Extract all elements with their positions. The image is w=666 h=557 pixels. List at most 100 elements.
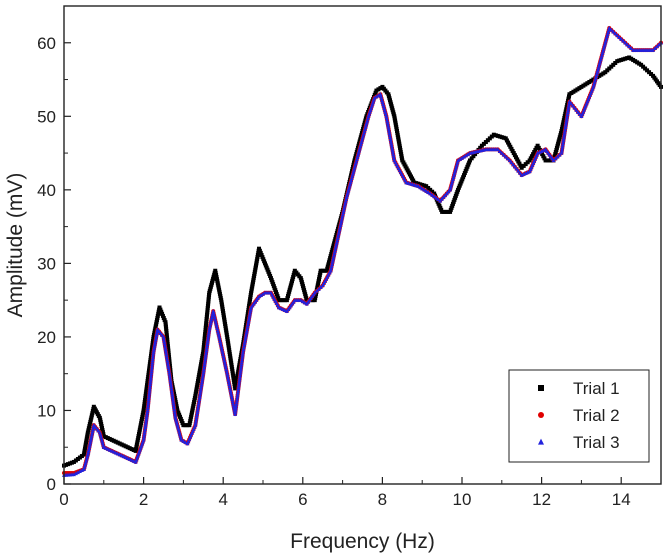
data-point xyxy=(179,437,184,442)
data-point xyxy=(245,324,250,329)
data-point xyxy=(192,397,197,402)
data-point xyxy=(230,367,235,372)
data-point xyxy=(172,395,177,400)
data-point xyxy=(172,411,177,416)
data-point xyxy=(605,32,610,37)
data-point xyxy=(167,361,172,366)
data-point xyxy=(450,179,455,184)
data-point xyxy=(611,29,616,34)
data-point xyxy=(82,450,87,455)
data-point xyxy=(218,296,223,301)
data-point xyxy=(188,416,193,421)
data-point xyxy=(222,358,227,363)
data-point xyxy=(235,375,240,380)
data-point xyxy=(358,142,363,147)
data-point xyxy=(251,276,256,281)
data-point xyxy=(134,457,139,462)
data-point xyxy=(143,391,148,396)
data-point xyxy=(301,286,306,291)
data-point xyxy=(367,111,372,116)
data-point xyxy=(205,306,210,311)
data-point xyxy=(449,205,454,210)
data-point xyxy=(205,312,210,317)
data-point xyxy=(166,362,171,367)
data-point xyxy=(191,402,196,407)
data-point xyxy=(253,267,258,272)
data-point xyxy=(195,381,200,386)
data-point xyxy=(154,320,159,325)
data-point xyxy=(207,292,212,297)
data-point xyxy=(149,373,154,378)
data-point xyxy=(370,101,375,106)
data-point xyxy=(235,392,240,397)
data-point xyxy=(177,412,182,417)
y-tick-label: 40 xyxy=(37,181,56,200)
data-point xyxy=(200,377,205,382)
data-point xyxy=(98,419,103,424)
data-point xyxy=(195,379,200,384)
data-point xyxy=(84,458,89,463)
data-point xyxy=(609,27,614,32)
data-point xyxy=(453,168,458,173)
data-point xyxy=(315,283,320,288)
data-point xyxy=(134,442,139,447)
data-point xyxy=(471,154,476,159)
data-point xyxy=(516,168,521,173)
data-point xyxy=(209,280,214,285)
data-point xyxy=(501,152,506,157)
data-point xyxy=(303,294,308,299)
data-point xyxy=(196,401,201,406)
data-point xyxy=(202,334,207,339)
data-point xyxy=(188,433,193,438)
data-point xyxy=(205,337,210,342)
data-point xyxy=(85,454,90,459)
data-point xyxy=(150,343,155,348)
data-point xyxy=(407,172,412,177)
data-point xyxy=(376,93,381,98)
data-point xyxy=(268,276,273,281)
data-point xyxy=(529,154,534,159)
data-point xyxy=(410,176,415,181)
data-point xyxy=(178,416,183,421)
data-point xyxy=(147,392,152,397)
data-point xyxy=(90,431,95,436)
data-point xyxy=(347,184,352,189)
data-point xyxy=(239,360,244,365)
data-point xyxy=(243,336,248,341)
data-point xyxy=(84,438,89,443)
data-point xyxy=(357,146,362,151)
data-point xyxy=(228,388,233,393)
data-point xyxy=(466,162,471,167)
data-point xyxy=(192,400,197,405)
data-point xyxy=(238,370,243,375)
data-point xyxy=(216,330,221,335)
data-point xyxy=(205,303,210,308)
data-point xyxy=(87,446,92,450)
data-point xyxy=(597,61,602,66)
data-point xyxy=(595,69,600,74)
data-point xyxy=(288,285,293,290)
data-point xyxy=(655,44,660,49)
data-point xyxy=(150,345,155,350)
data-point xyxy=(223,362,228,367)
data-point xyxy=(206,333,211,338)
data-point xyxy=(236,388,241,393)
data-point xyxy=(343,201,348,206)
data-point xyxy=(158,307,163,312)
data-point xyxy=(391,151,396,156)
data-point xyxy=(455,189,460,194)
data-point xyxy=(213,270,218,275)
data-point xyxy=(207,290,212,295)
data-point xyxy=(147,366,152,371)
data-point xyxy=(142,431,147,436)
data-point xyxy=(188,418,193,423)
data-point xyxy=(328,268,333,273)
data-point xyxy=(357,148,362,153)
data-point xyxy=(222,319,227,324)
data-point xyxy=(149,368,154,373)
data-point xyxy=(338,225,343,230)
data-point xyxy=(340,214,345,219)
data-point xyxy=(367,109,372,114)
data-point xyxy=(199,379,204,384)
data-point xyxy=(85,432,90,437)
